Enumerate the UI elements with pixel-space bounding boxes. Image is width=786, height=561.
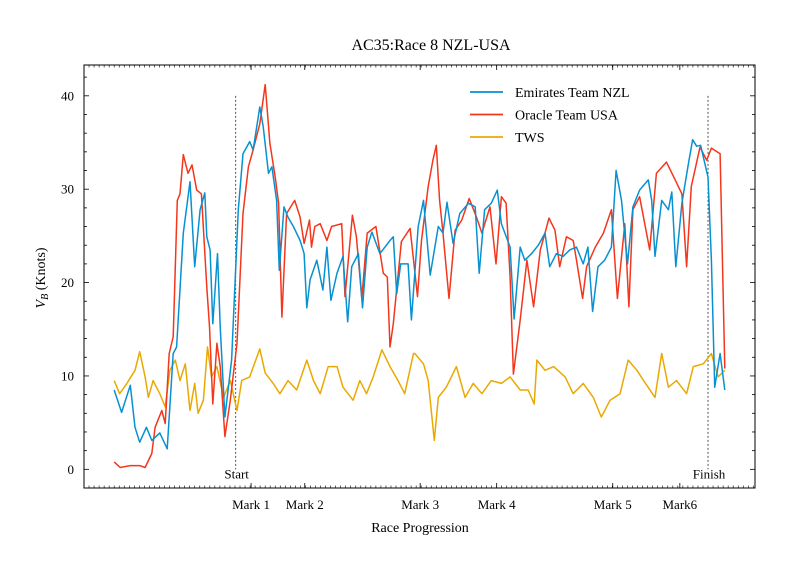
x-tick-label: Mark 3 bbox=[401, 497, 439, 512]
marker-label: Finish bbox=[693, 466, 726, 481]
series-line bbox=[113, 346, 726, 442]
series-line bbox=[113, 83, 726, 469]
series-lines bbox=[113, 83, 726, 469]
legend-label: Oracle Team USA bbox=[515, 109, 619, 124]
x-tick-label: Mark 4 bbox=[478, 497, 516, 512]
legend-label: Emirates Team NZL bbox=[515, 86, 630, 101]
x-tick-labels: Mark 1 Mark 2 Mark 3 Mark 4 Mark 5 Mark6 bbox=[232, 497, 698, 512]
x-tick-label: Mark6 bbox=[663, 497, 698, 512]
y-axis-label-sub: B bbox=[40, 294, 51, 300]
chart-title: AC35:Race 8 NZL-USA bbox=[351, 37, 511, 54]
x-tick-label: Mark 5 bbox=[594, 497, 632, 512]
x-tick-label: Mark 2 bbox=[286, 497, 324, 512]
x-axis-label: Race Progression bbox=[371, 521, 469, 536]
marker-label: Start bbox=[224, 466, 249, 481]
plot-frame bbox=[83, 64, 756, 489]
series-line bbox=[113, 106, 726, 450]
y-tick-label: 30 bbox=[61, 182, 74, 197]
legend-label: TWS bbox=[515, 131, 545, 146]
y-tick-label: 0 bbox=[68, 462, 75, 477]
y-axis-label: VB (Knots) bbox=[34, 247, 51, 308]
x-tick-label: Mark 1 bbox=[232, 497, 270, 512]
y-axis-label-rest: (Knots) bbox=[34, 247, 49, 294]
event-lines: Start Finish bbox=[224, 95, 726, 481]
legend: Emirates Team NZL Oracle Team USA TWS bbox=[470, 86, 630, 146]
y-tick-label: 20 bbox=[61, 275, 74, 290]
y-tick-label: 10 bbox=[61, 368, 74, 383]
y-tick-label: 40 bbox=[61, 88, 74, 103]
y-axis-label-main: V bbox=[34, 298, 49, 308]
y-tick-labels: 0 10 20 30 40 bbox=[61, 88, 74, 477]
